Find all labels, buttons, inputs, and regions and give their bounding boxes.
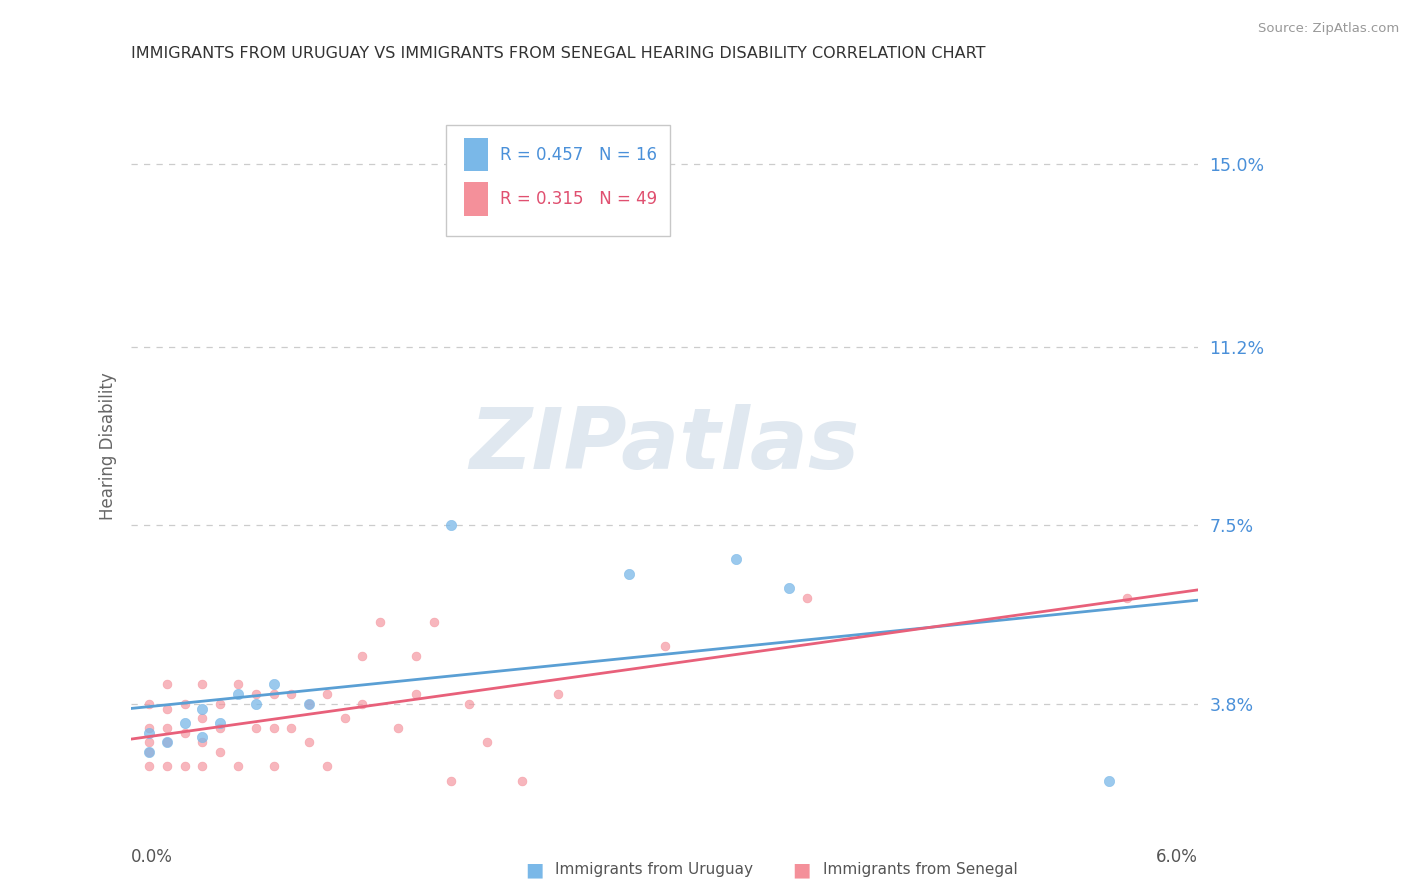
Point xyxy=(280,687,302,701)
Point xyxy=(138,725,160,739)
Point xyxy=(138,697,160,711)
Point xyxy=(156,759,179,773)
Point xyxy=(263,759,285,773)
Point xyxy=(191,759,214,773)
Text: Immigrants from Senegal: Immigrants from Senegal xyxy=(823,863,1018,877)
Point xyxy=(1098,773,1121,788)
FancyBboxPatch shape xyxy=(446,126,671,235)
Point xyxy=(226,687,249,701)
Point xyxy=(138,759,160,773)
Point xyxy=(422,615,444,629)
Point xyxy=(156,677,179,691)
Point xyxy=(191,701,214,715)
Point xyxy=(440,773,463,788)
Text: ■: ■ xyxy=(792,860,811,880)
FancyBboxPatch shape xyxy=(464,138,488,171)
Point xyxy=(263,677,285,691)
Text: 6.0%: 6.0% xyxy=(1156,847,1198,866)
Point xyxy=(352,697,374,711)
Point xyxy=(333,711,356,725)
Point xyxy=(280,721,302,735)
Point xyxy=(173,716,195,731)
Text: IMMIGRANTS FROM URUGUAY VS IMMIGRANTS FROM SENEGAL HEARING DISABILITY CORRELATIO: IMMIGRANTS FROM URUGUAY VS IMMIGRANTS FR… xyxy=(131,46,986,61)
Point xyxy=(191,731,214,745)
Text: 0.0%: 0.0% xyxy=(131,847,173,866)
Point xyxy=(547,687,569,701)
Point xyxy=(298,697,321,711)
Point xyxy=(209,721,232,735)
Point xyxy=(298,697,321,711)
Point xyxy=(405,648,427,663)
Text: R = 0.315   N = 49: R = 0.315 N = 49 xyxy=(501,190,658,208)
Text: ■: ■ xyxy=(524,860,544,880)
Point xyxy=(315,687,337,701)
Point xyxy=(796,591,818,605)
Point xyxy=(209,745,232,759)
Point xyxy=(475,735,498,749)
Point xyxy=(173,759,195,773)
Text: R = 0.457   N = 16: R = 0.457 N = 16 xyxy=(501,145,658,164)
Point xyxy=(778,581,800,595)
Point xyxy=(173,697,195,711)
Point xyxy=(1116,591,1139,605)
Y-axis label: Hearing Disability: Hearing Disability xyxy=(100,372,117,520)
Text: Immigrants from Uruguay: Immigrants from Uruguay xyxy=(555,863,754,877)
Point xyxy=(654,639,676,653)
FancyBboxPatch shape xyxy=(464,183,488,216)
Point xyxy=(156,701,179,715)
Point xyxy=(458,697,481,711)
Point xyxy=(156,735,179,749)
Point xyxy=(191,677,214,691)
Point xyxy=(315,759,337,773)
Point xyxy=(245,721,267,735)
Point xyxy=(724,552,747,566)
Point xyxy=(263,721,285,735)
Point xyxy=(617,566,640,581)
Point xyxy=(138,735,160,749)
Point xyxy=(191,735,214,749)
Point xyxy=(298,735,321,749)
Point xyxy=(138,745,160,759)
Point xyxy=(209,697,232,711)
Point xyxy=(440,518,463,533)
Point xyxy=(226,759,249,773)
Point xyxy=(263,687,285,701)
Point xyxy=(209,716,232,731)
Point xyxy=(156,735,179,749)
Point xyxy=(368,615,391,629)
Point xyxy=(405,687,427,701)
Point xyxy=(138,721,160,735)
Point xyxy=(352,648,374,663)
Point xyxy=(512,773,534,788)
Point xyxy=(245,687,267,701)
Point xyxy=(156,721,179,735)
Point xyxy=(245,697,267,711)
Point xyxy=(191,711,214,725)
Point xyxy=(138,745,160,759)
Point xyxy=(226,677,249,691)
Point xyxy=(387,721,409,735)
Text: Source: ZipAtlas.com: Source: ZipAtlas.com xyxy=(1258,22,1399,36)
Point xyxy=(173,725,195,739)
Text: ZIPatlas: ZIPatlas xyxy=(470,404,860,488)
